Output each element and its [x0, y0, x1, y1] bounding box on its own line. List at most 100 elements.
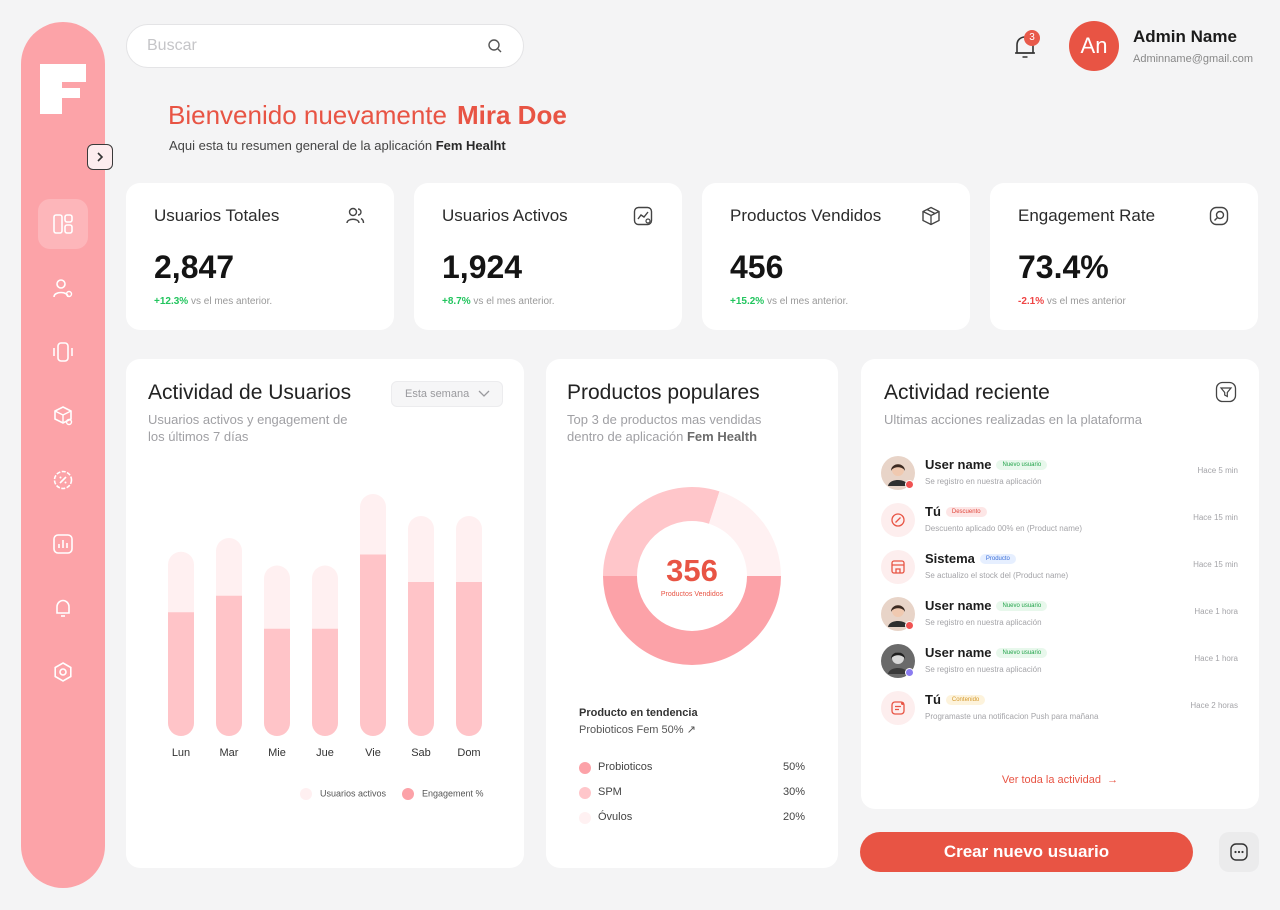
- product-pct: 20%: [782, 811, 805, 823]
- store-icon: [881, 550, 915, 584]
- activity-badge: Producto: [979, 554, 1016, 564]
- activity-actor: Sistema Producto: [925, 551, 1016, 566]
- stat-delta-text: vs el mes anterior.: [473, 296, 555, 307]
- activity-item[interactable]: Sistema Producto Se actualizo el stock del…: [881, 550, 1238, 590]
- trend-value: Probioticos Fem 50% ↗: [579, 723, 696, 736]
- stat-label: Engagement Rate: [1018, 206, 1156, 225]
- actor-name: User name: [925, 645, 992, 660]
- activity-description: Se registro en nuestra aplicación: [925, 618, 1042, 627]
- x-tick-label: Mar: [220, 747, 239, 759]
- product-row-probioticos: Probioticos 50%: [579, 760, 805, 776]
- activity-chart-icon: [633, 206, 653, 226]
- stat-value: 73.4%: [1018, 249, 1109, 285]
- chat-icon: [1230, 843, 1248, 861]
- filter-icon[interactable]: [1215, 381, 1237, 403]
- stat-delta-text: vs el mes anterior: [1046, 296, 1126, 307]
- product-row-spm: SPM 30%: [579, 785, 805, 801]
- activity-item[interactable]: User name Nuevo usuario Se registro en nue…: [881, 597, 1238, 637]
- discount-badge-icon: [53, 470, 73, 490]
- product-swatch: [579, 787, 591, 799]
- stat-card-products-sold: Productos Vendidos 456 +15.2% vs el mes …: [702, 183, 970, 330]
- panel-subtitle: Usuarios activos y engagement de los últi…: [148, 411, 347, 445]
- activity-item[interactable]: Tú Contenido Programaste una notificacion …: [881, 691, 1238, 731]
- nav-users[interactable]: [38, 263, 88, 313]
- user-activity-panel: Actividad de Usuarios Usuarios activos y…: [126, 359, 524, 868]
- nav-discounts[interactable]: [38, 455, 88, 505]
- stat-delta-value: -2.1%: [1018, 296, 1045, 307]
- product-name: Óvulos: [598, 811, 633, 823]
- status-dot: [905, 621, 914, 630]
- actor-name: Tú: [925, 504, 941, 519]
- dashboard-icon: [53, 214, 73, 234]
- nav-devices[interactable]: [38, 327, 88, 377]
- welcome-heading: Bienvenido nuevamente Mira Doe: [168, 100, 567, 131]
- donut-center-value: 356: [666, 553, 718, 588]
- stat-label: Usuarios Totales: [154, 206, 280, 225]
- create-user-button[interactable]: Crear nuevo usuario: [860, 832, 1193, 872]
- range-select-value: Esta semana: [405, 388, 470, 400]
- nav-analytics[interactable]: [38, 519, 88, 569]
- stat-label: Usuarios Activos: [442, 206, 568, 225]
- box-search-icon: [54, 406, 73, 426]
- search-icon[interactable]: [487, 38, 503, 54]
- welcome-greeting: Bienvenido nuevamente: [168, 100, 447, 130]
- search-input[interactable]: [147, 25, 477, 67]
- sidebar-collapse-button[interactable]: [87, 144, 113, 170]
- trend-value-text: Probioticos Fem 50%: [579, 724, 684, 736]
- activity-badge: Nuevo usuario: [996, 601, 1048, 611]
- subtitle-app-name: Fem Health: [686, 429, 758, 444]
- chevron-right-icon: [97, 152, 104, 162]
- activity-item[interactable]: User name Nuevo usuario Se registro en nue…: [881, 456, 1238, 496]
- legend-swatch: [300, 788, 312, 800]
- status-dot: [905, 480, 914, 489]
- x-tick-label: Jue: [316, 747, 334, 759]
- nav-products[interactable]: [38, 391, 88, 441]
- stat-value: 2,847: [154, 249, 235, 285]
- bar-engagement: [168, 612, 194, 736]
- stat-delta: +12.3% vs el mes anterior.: [154, 296, 272, 307]
- app-logo: [40, 64, 86, 114]
- bar-engagement: [408, 582, 434, 736]
- actor-name: Sistema: [925, 551, 975, 566]
- stat-card-total-users: Usuarios Totales 2,847 +12.3% vs el mes …: [126, 183, 394, 330]
- donut-slice: [708, 491, 781, 576]
- popular-products-panel: Productos populares Top 3 de productos m…: [546, 359, 838, 868]
- product-swatch: [579, 812, 591, 824]
- stat-delta: -2.1% vs el mes anterior: [1018, 296, 1126, 307]
- search-bar: [126, 24, 524, 68]
- activity-item[interactable]: Tú Descuento Descuento aplicado 00% en (Pr…: [881, 503, 1238, 543]
- settings-icon: [54, 662, 72, 682]
- panel-title: Actividad de Usuarios: [148, 381, 352, 404]
- welcome-user-name: Mira Doe: [456, 100, 567, 130]
- activity-badge: Descuento: [945, 507, 987, 517]
- nav-notifications[interactable]: [38, 583, 88, 633]
- chat-button[interactable]: [1219, 832, 1259, 872]
- nav-dashboard[interactable]: [38, 199, 88, 249]
- activity-description: Se actualizo el stock del (Product name): [925, 571, 1069, 580]
- product-swatch: [579, 762, 591, 774]
- stat-value: 1,924: [442, 249, 523, 285]
- activity-time: Hace 5 min: [1197, 466, 1238, 475]
- activity-time: Hace 2 horas: [1190, 701, 1238, 710]
- range-select[interactable]: Esta semana: [391, 381, 503, 407]
- x-tick-label: Lun: [172, 747, 190, 759]
- welcome-subtitle: Aqui esta tu resumen general de la aplic…: [169, 138, 506, 153]
- nav-settings[interactable]: [38, 647, 88, 697]
- x-tick-label: Sab: [411, 747, 431, 759]
- stat-delta-text: vs el mes anterior.: [766, 296, 849, 307]
- trend-title: Producto en tendencia: [579, 707, 698, 719]
- admin-avatar[interactable]: An: [1069, 21, 1119, 71]
- users-icon: [346, 207, 365, 224]
- activity-time: Hace 15 min: [1193, 560, 1238, 569]
- activity-actor: User name Nuevo usuario: [925, 598, 1048, 613]
- panel-title: Productos populares: [567, 381, 760, 404]
- product-name: SPM: [598, 786, 622, 798]
- activity-item[interactable]: User name Nuevo usuario Se registro en nue…: [881, 644, 1238, 684]
- see-all-activity-link[interactable]: Ver toda la actividad →: [861, 774, 1259, 786]
- legend-swatch: [402, 788, 414, 800]
- donut-slice: [603, 576, 781, 665]
- subtitle-line-1: Top 3 de productos mas vendidas: [567, 412, 762, 427]
- welcome-subtitle-text: Aqui esta tu resumen general de la aplic…: [169, 138, 433, 153]
- donut-center-label: Productos Vendidos: [660, 591, 724, 598]
- stat-delta: +8.7% vs el mes anterior.: [442, 296, 555, 307]
